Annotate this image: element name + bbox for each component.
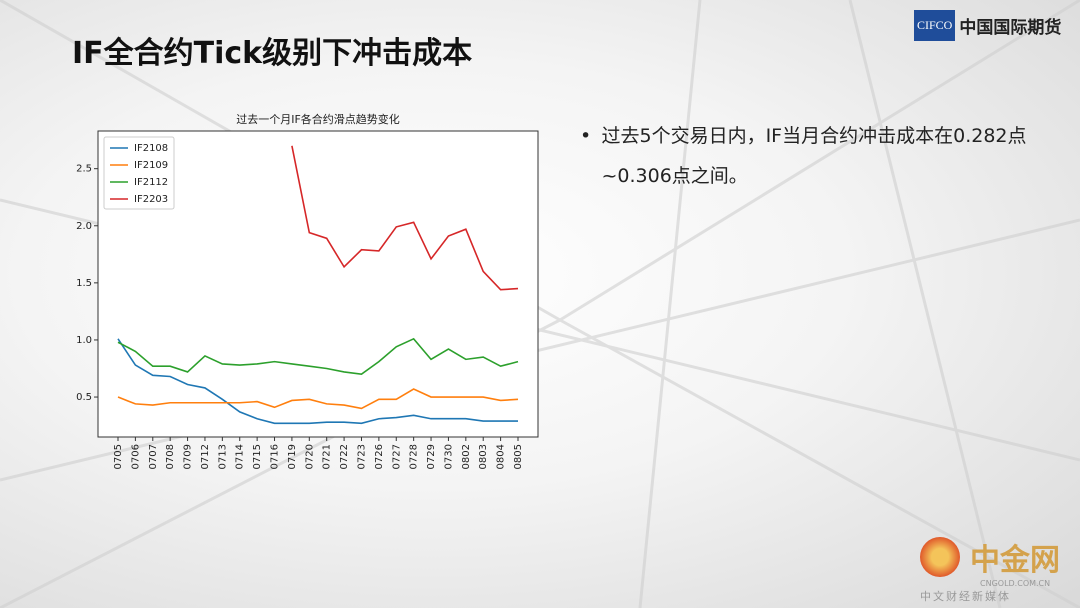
x-tick-label: 0707 bbox=[148, 444, 159, 469]
x-tick-label: 0716 bbox=[270, 444, 281, 469]
x-tick-label: 0713 bbox=[217, 444, 228, 469]
x-tick-label: 0720 bbox=[304, 444, 315, 469]
line-series bbox=[291, 145, 519, 291]
bullet-dot: • bbox=[580, 125, 592, 147]
logo-text: 中国国际期货 bbox=[959, 18, 1062, 38]
line-series bbox=[117, 338, 518, 425]
x-tick-label: 0719 bbox=[287, 444, 298, 469]
bullet-text: 过去5个交易日内，IF当月合约冲击成本在0.282点~0.306点之间。 bbox=[601, 125, 1027, 187]
x-tick-label: 0726 bbox=[374, 444, 385, 469]
x-tick-label: 0722 bbox=[339, 444, 350, 469]
logo-mark: CIFCO bbox=[914, 10, 956, 41]
watermark-name: 中金网 bbox=[970, 543, 1060, 578]
watermark-url: CNGOLD.COM.CN bbox=[980, 579, 1051, 588]
line-series bbox=[117, 337, 519, 376]
x-tick-label: 0728 bbox=[409, 444, 420, 469]
x-tick-label: 0802 bbox=[461, 444, 472, 469]
y-tick-label: 2.5 bbox=[76, 164, 92, 175]
slide-title: IF全合约Tick级别下冲击成本 bbox=[72, 36, 473, 71]
x-tick-label: 0715 bbox=[252, 444, 263, 469]
x-tick-label: 0803 bbox=[478, 444, 489, 469]
x-tick-label: 0727 bbox=[391, 444, 402, 469]
x-tick-label: 0730 bbox=[443, 444, 454, 469]
legend-label: IF2109 bbox=[134, 160, 168, 171]
watermark-icon bbox=[920, 537, 960, 577]
y-tick-label: 1.0 bbox=[76, 335, 92, 346]
y-tick-label: 2.0 bbox=[76, 221, 92, 232]
x-tick-label: 0708 bbox=[165, 444, 176, 469]
legend-label: IF2108 bbox=[134, 143, 168, 154]
x-tick-label: 0804 bbox=[496, 444, 507, 469]
x-tick-label: 0729 bbox=[426, 444, 437, 469]
x-tick-label: 0714 bbox=[235, 444, 246, 469]
legend-box bbox=[103, 136, 175, 210]
x-tick-label: 0721 bbox=[322, 444, 333, 469]
x-tick-label: 0706 bbox=[130, 444, 141, 469]
x-tick-label: 0805 bbox=[513, 444, 524, 469]
watermark: 中金网 CNGOLD.COM.CN 中文财经新媒体 bbox=[920, 535, 1060, 604]
watermark-tagline: 中文财经新媒体 bbox=[920, 590, 1011, 603]
y-tick-label: 1.5 bbox=[76, 278, 92, 289]
line-series bbox=[117, 388, 519, 410]
x-tick-label: 0709 bbox=[183, 444, 194, 469]
chart-title: 过去一个月IF各合约滑点趋势变化 bbox=[236, 112, 400, 126]
legend-label: IF2203 bbox=[134, 194, 168, 205]
bullet-item: • 过去5个交易日内，IF当月合约冲击成本在0.282点~0.306点之间。 bbox=[580, 116, 1040, 196]
logo: CIFCO 中国国际期货 bbox=[914, 10, 1061, 41]
x-tick-label: 0705 bbox=[113, 444, 124, 469]
y-tick-label: 0.5 bbox=[76, 392, 92, 403]
legend-label: IF2112 bbox=[134, 177, 168, 188]
x-tick-label: 0723 bbox=[356, 444, 367, 469]
x-tick-label: 0712 bbox=[200, 444, 211, 469]
